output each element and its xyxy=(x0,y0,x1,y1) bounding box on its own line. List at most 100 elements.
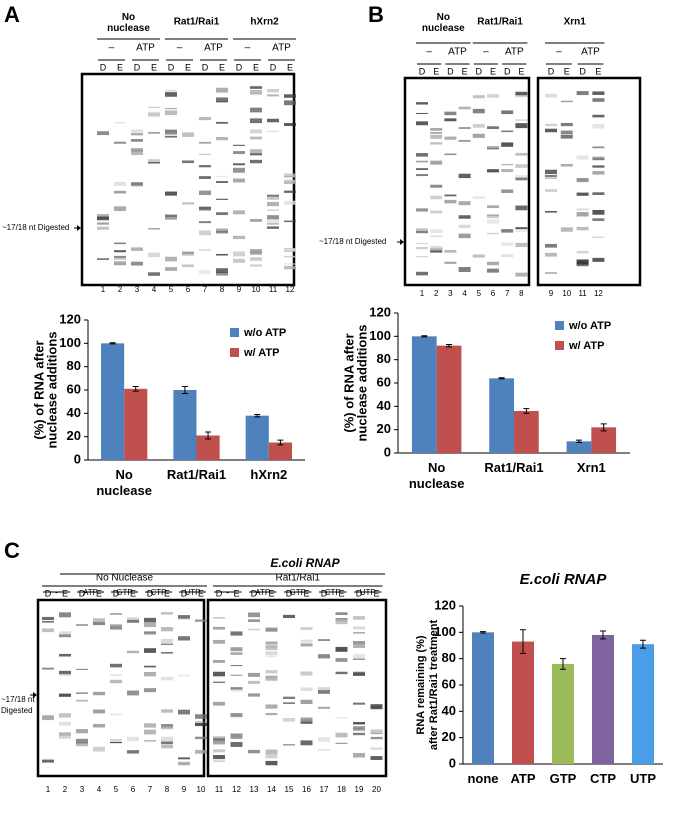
gel-band xyxy=(592,257,605,262)
gel-band xyxy=(283,696,295,699)
y-tick-label: 100 xyxy=(369,328,391,343)
gel-band xyxy=(353,641,365,645)
gel-band xyxy=(216,181,228,183)
gel-band xyxy=(148,272,160,276)
gel-band xyxy=(97,214,109,219)
gel-band xyxy=(501,229,514,233)
lane-number: 5 xyxy=(114,785,119,794)
gel-band xyxy=(131,247,143,251)
gel-band xyxy=(444,153,457,156)
error-bar xyxy=(421,335,428,338)
y-tick-label: 120 xyxy=(59,311,81,326)
gel-band xyxy=(487,94,499,98)
gel-band xyxy=(576,212,589,217)
lane-letter: D xyxy=(579,66,586,76)
y-tick-label: 60 xyxy=(67,381,81,396)
gel-band xyxy=(515,205,528,211)
lane-letter: E xyxy=(518,66,524,76)
lane-letter: D xyxy=(113,588,120,598)
gel-band xyxy=(165,214,177,220)
gel-band xyxy=(370,729,383,734)
gel-band xyxy=(250,149,262,154)
gel-band xyxy=(144,723,156,728)
gel-band xyxy=(250,129,262,134)
y-tick-label: 40 xyxy=(377,398,391,413)
gel-band xyxy=(416,102,428,105)
x-tick-label-line: hXrn2 xyxy=(250,467,287,482)
gel-band xyxy=(267,88,279,93)
gel-band xyxy=(195,714,207,719)
lane-number: 17 xyxy=(320,785,329,794)
bar xyxy=(268,442,292,460)
gel-band xyxy=(284,123,296,126)
gel-band xyxy=(265,641,278,645)
lane-letter: E xyxy=(130,588,136,598)
gel-band xyxy=(250,249,262,254)
lane-number: 6 xyxy=(131,785,136,794)
gel-band xyxy=(195,749,207,754)
condition: ATP xyxy=(204,43,223,54)
gel-band xyxy=(76,692,88,694)
gel-band xyxy=(144,740,156,742)
gel-band xyxy=(110,741,122,744)
gel-band xyxy=(233,235,245,240)
lane-letter: E xyxy=(303,588,309,598)
gel-band xyxy=(213,755,225,759)
gel-band xyxy=(501,242,514,246)
y-tick-label: 80 xyxy=(442,650,456,665)
gel-band xyxy=(265,704,278,709)
error-bar xyxy=(181,386,188,394)
lane-number: 2 xyxy=(63,785,68,794)
gel-band xyxy=(216,101,228,103)
lane-letter: D xyxy=(216,588,223,598)
gel-band xyxy=(76,729,88,734)
gel-band xyxy=(76,699,88,702)
gel-band xyxy=(161,612,173,615)
gel-band xyxy=(265,749,278,755)
gel-band xyxy=(42,616,54,620)
gel-band xyxy=(127,617,139,621)
gel-band xyxy=(213,738,225,740)
lane-number: 3 xyxy=(448,289,453,298)
gel-band xyxy=(592,98,605,102)
gel-band xyxy=(199,176,211,179)
lane-letter: E xyxy=(62,588,68,598)
gel-band xyxy=(335,612,348,615)
lane-letter: E xyxy=(233,588,239,598)
gel-band xyxy=(416,230,428,234)
gel-band xyxy=(458,140,471,142)
lane-number: 7 xyxy=(505,289,510,298)
lane-number: 3 xyxy=(80,785,85,794)
gel-band xyxy=(283,743,295,746)
gel-band xyxy=(131,139,143,142)
lane-letter: D xyxy=(79,588,86,598)
gel-band xyxy=(165,191,177,196)
lane-number: 8 xyxy=(165,785,170,794)
gel-band xyxy=(250,152,262,156)
gel-band xyxy=(148,252,160,258)
marker-label: Digested xyxy=(1,706,33,715)
error-bar xyxy=(254,414,261,418)
gel-band xyxy=(335,619,348,625)
legend-label: w/ ATP xyxy=(243,347,279,359)
gel-band xyxy=(199,117,211,121)
condition: – xyxy=(483,47,489,58)
y-tick-label: 60 xyxy=(377,374,391,389)
gel-band xyxy=(353,643,365,648)
gel-band xyxy=(230,712,243,716)
gel-band xyxy=(161,744,173,749)
gel-band xyxy=(199,206,211,210)
gel-band xyxy=(560,100,573,103)
gel-band xyxy=(318,654,330,659)
lane-number: 6 xyxy=(491,289,496,298)
gel-band xyxy=(216,121,228,124)
y-tick-label: 120 xyxy=(434,597,456,612)
gel-band xyxy=(42,667,54,670)
group-name-line: nuclease xyxy=(422,23,465,34)
gel-band xyxy=(267,226,279,229)
gel-band xyxy=(501,142,514,147)
gel-band xyxy=(284,200,296,205)
gel-band xyxy=(267,209,279,211)
gel-band xyxy=(444,250,457,253)
gel-band xyxy=(515,227,528,230)
